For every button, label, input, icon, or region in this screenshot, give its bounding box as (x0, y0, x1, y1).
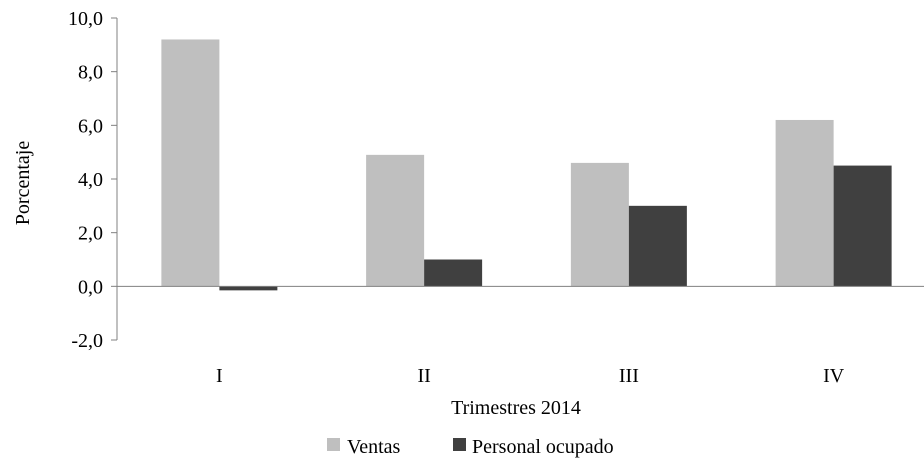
legend-swatch (453, 438, 466, 451)
y-axis: 10,0 8,0 6,0 4,0 2,0 0,0 -2,0 (68, 8, 118, 352)
y-tick-label: 6,0 (78, 115, 103, 137)
bar-personal-ocupado-ii (424, 259, 483, 287)
bar-ventas-i (161, 39, 220, 287)
x-axis-title: Trimestres 2014 (451, 397, 581, 419)
bar-personal-ocupado-i (219, 286, 278, 291)
bar-ventas-ii (366, 154, 425, 287)
bar-personal-ocupado-iv (833, 165, 892, 287)
x-tick-label: II (417, 365, 430, 387)
bar-ventas-iii (570, 162, 629, 287)
bar-personal-ocupado-iii (628, 205, 687, 287)
y-tick-label: -2,0 (71, 330, 103, 352)
x-tick-labels: I II III IV (216, 365, 845, 387)
bar-ventas-iv (775, 119, 834, 287)
bars (161, 39, 892, 291)
y-tick-label: 0,0 (78, 276, 103, 298)
x-axis: I II III IV (117, 285, 924, 387)
y-tick-label: 10,0 (68, 8, 103, 30)
legend-label: Personal ocupado (472, 436, 614, 458)
y-axis-title: Porcentaje (12, 141, 34, 226)
y-tick-label: 4,0 (78, 169, 103, 191)
x-tick-label: IV (823, 365, 845, 387)
y-tick-label: 2,0 (78, 223, 103, 245)
x-tick-label: I (216, 365, 223, 387)
legend-swatch (327, 438, 340, 451)
legend: Ventas Personal ocupado (327, 436, 614, 458)
x-tick-label: III (619, 365, 639, 387)
legend-label: Ventas (347, 436, 401, 458)
y-tick-label: 8,0 (78, 62, 103, 84)
y-ticks: 10,0 8,0 6,0 4,0 2,0 0,0 -2,0 (68, 8, 117, 352)
